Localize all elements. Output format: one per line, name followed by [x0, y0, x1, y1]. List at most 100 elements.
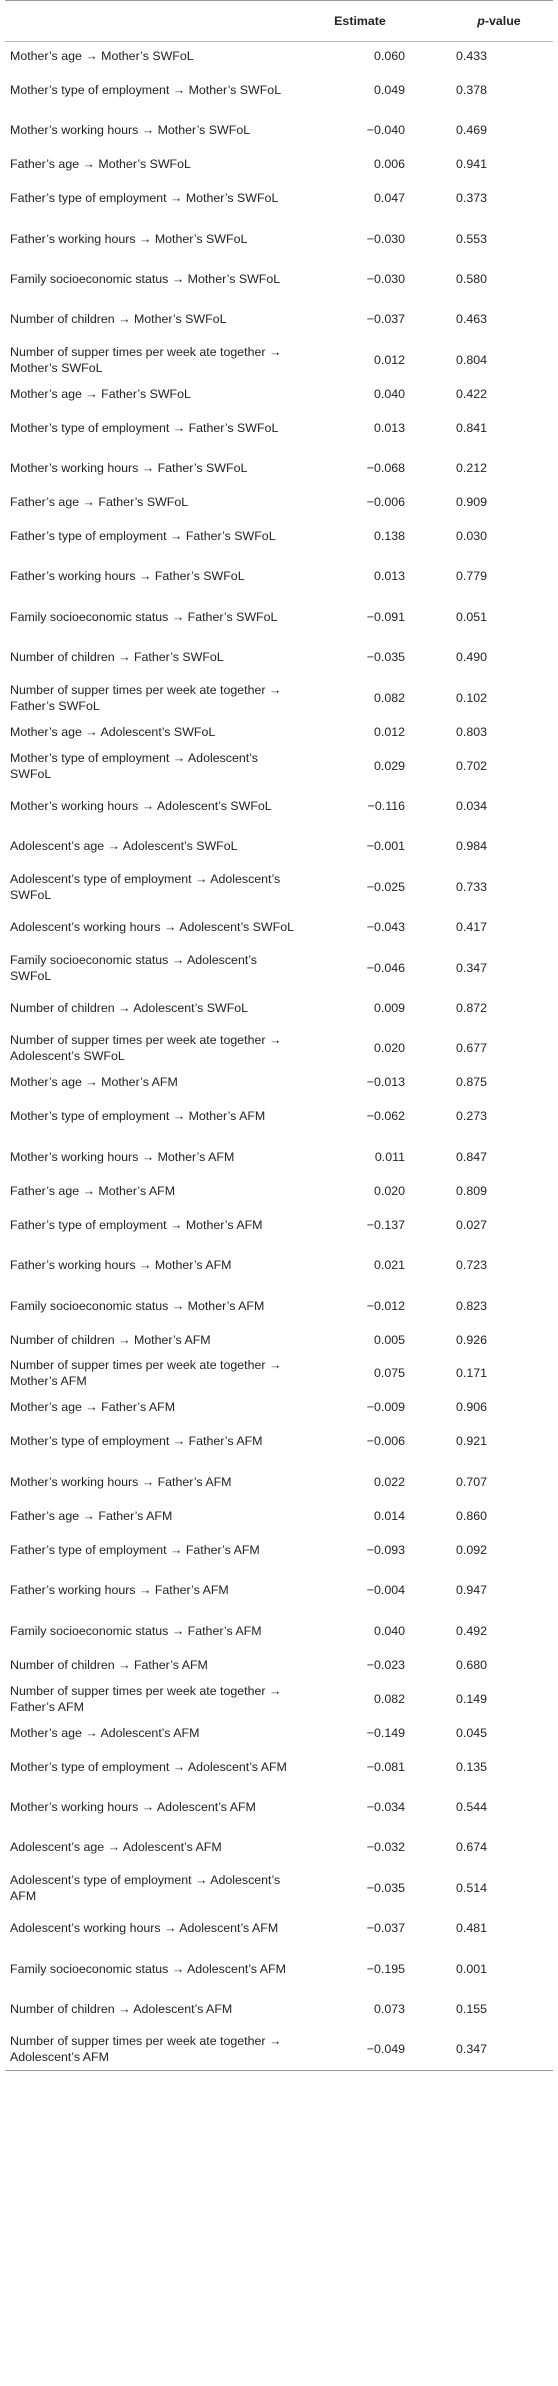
- p-value: 0.212: [455, 461, 487, 476]
- estimate-value: 0.021: [373, 1258, 405, 1273]
- path-label: Number of children → Adolescent’s SWFoL: [10, 1000, 249, 1015]
- estimate-value: 0.082: [373, 1691, 405, 1706]
- p-value: 0.463: [455, 312, 487, 327]
- table-row: Father’s working hours → Mother’s AFM 0.0…: [5, 1245, 553, 1285]
- table-row: Number of children → Father’s AFM −0.023 0…: [5, 1651, 553, 1679]
- p-value: 0.803: [455, 724, 487, 739]
- path-label: Family socioeconomic status → Adolescent…: [10, 952, 258, 983]
- path-label: Father’s type of employment → Mother’s S…: [10, 191, 279, 206]
- p-value: 0.273: [455, 1109, 487, 1124]
- table-row: Mother’s working hours → Father’s AFM 0.0…: [5, 1462, 553, 1502]
- estimate-value: 0.006: [373, 157, 405, 172]
- estimate-value: 0.005: [373, 1332, 405, 1347]
- table-row: Number of children → Father’s SWFoL −0.03…: [5, 637, 553, 677]
- results-table: Estimate p-value Mother’s age → Mother’s…: [5, 0, 553, 2071]
- p-value: 0.677: [455, 1041, 487, 1056]
- p-value: 0.860: [455, 1508, 487, 1523]
- estimate-value: 0.073: [373, 2001, 405, 2016]
- table-row: Adolescent’s working hours → Adolescent’…: [5, 1908, 553, 1948]
- estimate-value: 0.040: [373, 1623, 405, 1638]
- p-value: 0.171: [455, 1366, 487, 1381]
- p-value: 0.433: [455, 48, 487, 63]
- path-label: Number of children → Father’s SWFoL: [10, 650, 224, 665]
- table-row: Father’s type of employment → Mother’s A…: [5, 1205, 553, 1245]
- path-label: Adolescent’s age → Adolescent’s AFM: [10, 1840, 222, 1855]
- path-label: Father’s age → Mother’s AFM: [10, 1183, 176, 1198]
- table-row: Father’s type of employment → Father’s S…: [5, 516, 553, 556]
- estimate-value: −0.032: [366, 1840, 405, 1855]
- table-row: Adolescent’s working hours → Adolescent’…: [5, 907, 553, 947]
- table-row: Father’s age → Father’s SWFoL −0.006 0.909: [5, 488, 553, 516]
- p-value: 0.707: [455, 1474, 487, 1489]
- estimate-value: 0.047: [373, 191, 405, 206]
- p-value: 0.422: [455, 386, 487, 401]
- estimate-value: 0.013: [373, 569, 405, 584]
- estimate-value: −0.091: [366, 609, 405, 624]
- path-label: Number of supper times per week ate toge…: [10, 1683, 282, 1714]
- table-row: Father’s working hours → Father’s SWFoL 0…: [5, 556, 553, 596]
- path-label: Family socioeconomic status → Father’s S…: [10, 609, 278, 624]
- table-row: Adolescent’s type of employment → Adoles…: [5, 1868, 553, 1908]
- p-value: 0.417: [455, 920, 487, 935]
- path-label: Number of supper times per week ate toge…: [10, 2034, 282, 2065]
- p-value: 0.809: [455, 1183, 487, 1198]
- table-row: Mother’s working hours → Adolescent’s AF…: [5, 1787, 553, 1827]
- p-value: 0.906: [455, 1400, 487, 1415]
- estimate-value: 0.014: [373, 1508, 405, 1523]
- table-row: Family socioeconomic status → Adolescent…: [5, 1948, 553, 1988]
- p-value: 0.001: [455, 1961, 487, 1976]
- estimate-value: −0.137: [366, 1217, 405, 1232]
- table-row: Number of children → Adolescent’s AFM 0.0…: [5, 1989, 553, 2029]
- p-value: 0.909: [455, 495, 487, 510]
- path-label: Mother’s type of employment → Mother’s S…: [10, 82, 282, 97]
- table-row: Number of children → Mother’s SWFoL −0.03…: [5, 299, 553, 339]
- estimate-value: −0.004: [366, 1583, 405, 1598]
- estimate-value: −0.081: [366, 1759, 405, 1774]
- header-estimate: Estimate: [334, 14, 386, 28]
- table-row: Number of supper times per week ate toge…: [5, 2029, 553, 2069]
- table-row: Mother’s age → Adolescent’s SWFoL 0.012 0.…: [5, 718, 553, 746]
- estimate-value: −0.009: [366, 1400, 405, 1415]
- path-label: Number of children → Adolescent’s AFM: [10, 2001, 233, 2016]
- path-label: Number of supper times per week ate toge…: [10, 1358, 282, 1389]
- table-row: Father’s type of employment → Father’s A…: [5, 1530, 553, 1570]
- table-row: Mother’s age → Mother’s AFM −0.013 0.875: [5, 1069, 553, 1097]
- table-body: Mother’s age → Mother’s SWFoL 0.060 0.433 M…: [5, 42, 553, 2070]
- table-row: Father’s working hours → Father’s AFM −0.…: [5, 1570, 553, 1610]
- estimate-value: −0.049: [366, 2042, 405, 2057]
- table-row: Mother’s working hours → Father’s SWFoL −…: [5, 448, 553, 488]
- path-label: Mother’s type of employment → Adolescent…: [10, 1759, 287, 1774]
- table-row: Father’s working hours → Mother’s SWFoL −…: [5, 218, 553, 258]
- header-p-italic: p: [477, 14, 485, 28]
- p-value: 0.030: [455, 529, 487, 544]
- path-label: Mother’s type of employment → Father’s S…: [10, 420, 279, 435]
- path-label: Mother’s type of employment → Father’s A…: [10, 1434, 263, 1449]
- table-row: Family socioeconomic status → Mother’s S…: [5, 259, 553, 299]
- path-label: Family socioeconomic status → Father’s A…: [10, 1623, 262, 1638]
- table-row: Mother’s type of employment → Adolescent…: [5, 1746, 553, 1786]
- path-label: Father’s working hours → Mother’s AFM: [10, 1258, 232, 1273]
- table-row: Family socioeconomic status → Father’s S…: [5, 597, 553, 637]
- estimate-value: −0.116: [367, 799, 405, 814]
- path-label: Number of children → Father’s AFM: [10, 1657, 208, 1672]
- estimate-value: 0.049: [373, 82, 405, 97]
- path-label: Father’s age → Mother’s SWFoL: [10, 157, 191, 172]
- path-label: Father’s working hours → Mother’s SWFoL: [10, 231, 248, 246]
- estimate-value: −0.023: [366, 1657, 405, 1672]
- path-label: Mother’s working hours → Father’s SWFoL: [10, 461, 248, 476]
- p-value: 0.680: [455, 1657, 487, 1672]
- path-label: Number of supper times per week ate toge…: [10, 1033, 282, 1064]
- estimate-value: −0.025: [366, 879, 405, 894]
- p-value: 0.544: [455, 1799, 487, 1814]
- p-value: 0.469: [455, 123, 487, 138]
- path-label: Father’s working hours → Father’s AFM: [10, 1583, 229, 1598]
- table-row: Mother’s working hours → Mother’s AFM 0.0…: [5, 1137, 553, 1177]
- table-row: Mother’s working hours → Mother’s SWFoL −…: [5, 110, 553, 150]
- estimate-value: −0.037: [366, 1921, 405, 1936]
- p-value: 0.481: [455, 1921, 487, 1936]
- table-row: Adolescent’s age → Adolescent’s AFM −0.03…: [5, 1827, 553, 1867]
- path-label: Mother’s working hours → Adolescent’s SW…: [10, 799, 272, 814]
- estimate-value: −0.030: [366, 231, 405, 246]
- table-row: Family socioeconomic status → Father’s A…: [5, 1610, 553, 1650]
- p-value: 0.823: [455, 1298, 487, 1313]
